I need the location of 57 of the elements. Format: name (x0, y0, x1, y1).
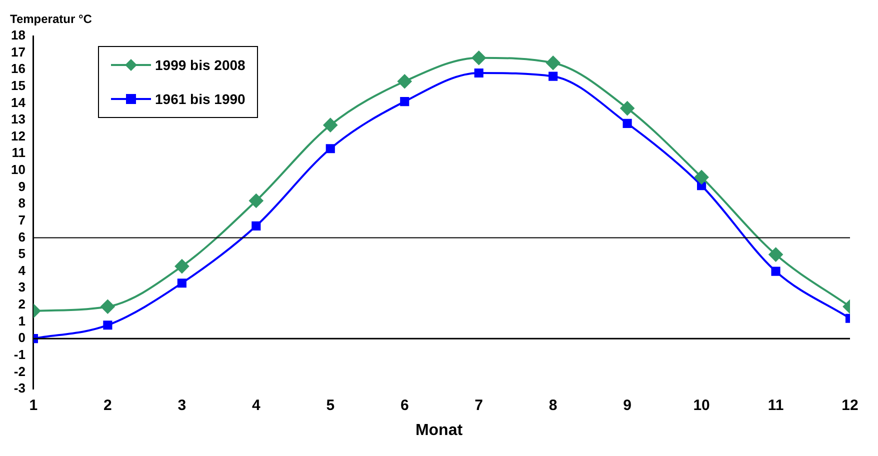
point (694, 170, 709, 184)
y-tick-label: -2 (14, 364, 26, 379)
y-tick-label: 14 (10, 94, 26, 110)
y-tick-label: -3 (14, 380, 26, 396)
y-tick-label: 8 (18, 196, 26, 211)
x-tick-label: 5 (326, 397, 335, 414)
x-tick-label: 1 (29, 397, 38, 414)
y-tick-label: 2 (18, 296, 26, 312)
point (768, 248, 783, 262)
point (323, 118, 338, 132)
x-tick-label: 2 (104, 397, 112, 414)
y-tick-label: 3 (18, 280, 26, 295)
y-tick-label: 16 (10, 61, 26, 76)
y-tick-label: 0 (18, 330, 26, 346)
y-tick-label: 18 (10, 28, 26, 43)
x-tick-label: 8 (548, 397, 558, 414)
point (546, 56, 560, 70)
y-tick-label: 17 (10, 44, 26, 60)
point (177, 278, 186, 288)
x-axis-title: Monat (414, 422, 464, 440)
x-tick-label: 3 (178, 397, 186, 414)
point (174, 259, 189, 274)
y-tick-label: 1 (18, 313, 26, 328)
point (326, 144, 335, 154)
y-tick-label: 11 (12, 145, 26, 160)
x-tick-label: 4 (252, 397, 261, 414)
y-axis-title: Temperatur °C (10, 12, 92, 26)
y-tick-label: 7 (18, 212, 26, 228)
y-tick-label: -1 (14, 346, 26, 362)
y-tick-label: 10 (10, 162, 26, 178)
x-tick-label: 10 (693, 397, 710, 414)
legend-label: 1961 bis 1990 (155, 91, 246, 107)
point (398, 74, 412, 88)
y-tick-label: 13 (10, 112, 26, 127)
y-tick-label: 5 (18, 246, 26, 262)
y-tick-label: 15 (10, 78, 26, 94)
y-tick-label: 12 (10, 128, 26, 144)
x-tick-label: 7 (474, 397, 484, 414)
y-tick-label: 9 (18, 178, 26, 194)
x-tick-label: 6 (400, 397, 409, 414)
point (252, 221, 261, 230)
point (548, 72, 558, 81)
point (472, 50, 486, 65)
x-tick-label: 11 (768, 397, 784, 414)
point (474, 68, 484, 78)
point (100, 300, 115, 314)
x-tick-label: 12 (842, 397, 858, 414)
x-tick-label: 9 (623, 397, 632, 414)
point (622, 118, 632, 128)
y-tick-label: 6 (18, 229, 26, 244)
point (771, 266, 780, 276)
y-tick-label: 4 (18, 262, 26, 278)
legend-label: 1999 bis 2008 (155, 57, 246, 73)
point (103, 320, 112, 330)
point (249, 194, 264, 208)
point (400, 97, 410, 106)
point (620, 101, 634, 116)
